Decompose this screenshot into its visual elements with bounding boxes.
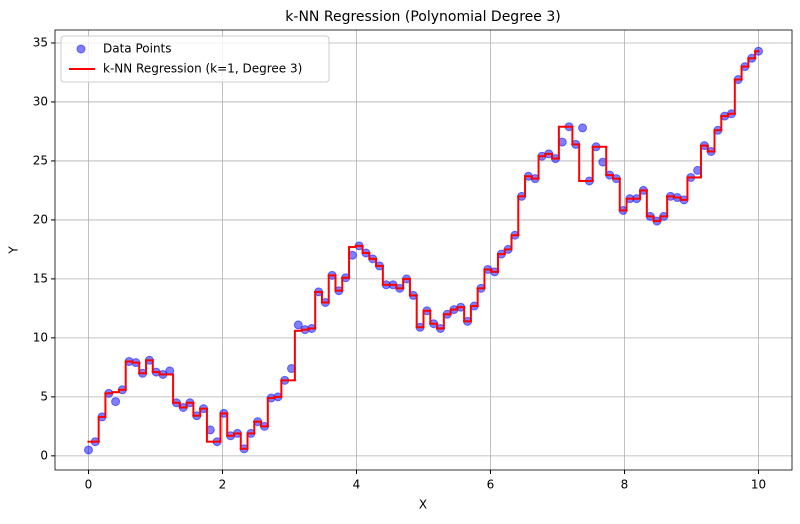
data-point (578, 123, 588, 133)
y-tick-label: 30 (33, 94, 48, 108)
y-tick-label: 25 (33, 153, 48, 167)
legend-label: k-NN Regression (k=1, Degree 3) (103, 62, 302, 76)
x-tick-label: 2 (219, 478, 227, 492)
y-tick-label: 0 (40, 448, 48, 462)
x-tick-label: 0 (85, 478, 93, 492)
y-tick-label: 20 (33, 212, 48, 226)
legend-box (60, 35, 330, 83)
chart-title: k-NN Regression (Polynomial Degree 3) (285, 9, 560, 25)
x-tick-label: 8 (621, 478, 629, 492)
x-tick-label: 4 (353, 478, 361, 492)
x-tick-label: 6 (487, 478, 495, 492)
data-point (84, 445, 93, 455)
data-point (111, 397, 121, 407)
y-tick-label: 5 (40, 389, 48, 403)
data-point (293, 320, 303, 330)
y-tick-label: 35 (33, 35, 48, 49)
x-tick-label: 10 (751, 478, 766, 492)
legend-label: Data Points (103, 42, 172, 56)
y-axis-label: Y (7, 246, 21, 255)
y-tick-label: 10 (33, 330, 48, 344)
x-axis-label: X (419, 498, 427, 512)
y-tick-label: 15 (33, 271, 48, 285)
plot-frame (54, 29, 793, 471)
legend-marker (76, 44, 86, 54)
